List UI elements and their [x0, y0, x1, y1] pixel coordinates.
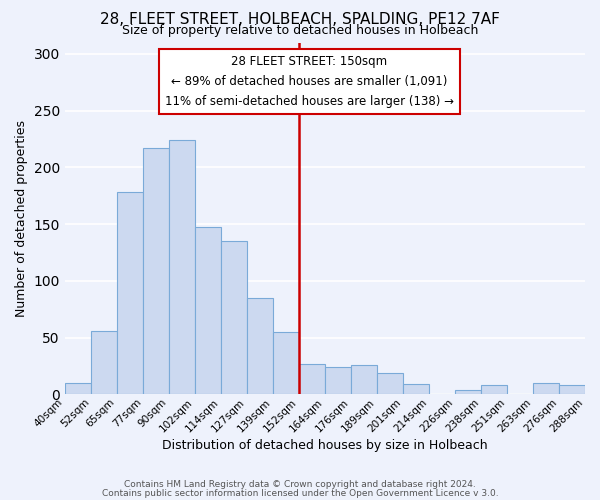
Bar	[169, 140, 195, 394]
Bar	[325, 367, 351, 394]
Text: 28 FLEET STREET: 150sqm
← 89% of detached houses are smaller (1,091)
11% of semi: 28 FLEET STREET: 150sqm ← 89% of detache…	[165, 55, 454, 108]
Bar	[65, 383, 91, 394]
Bar	[195, 228, 221, 394]
Bar	[403, 384, 429, 394]
Bar	[481, 385, 507, 394]
Text: Contains public sector information licensed under the Open Government Licence v : Contains public sector information licen…	[101, 488, 499, 498]
Bar	[221, 241, 247, 394]
X-axis label: Distribution of detached houses by size in Holbeach: Distribution of detached houses by size …	[162, 440, 488, 452]
Bar	[117, 192, 143, 394]
Bar	[559, 385, 585, 394]
Bar	[299, 364, 325, 394]
Text: Size of property relative to detached houses in Holbeach: Size of property relative to detached ho…	[122, 24, 478, 37]
Text: 28, FLEET STREET, HOLBEACH, SPALDING, PE12 7AF: 28, FLEET STREET, HOLBEACH, SPALDING, PE…	[100, 12, 500, 28]
Bar	[91, 331, 117, 394]
Bar	[273, 332, 299, 394]
Bar	[143, 148, 169, 394]
Bar	[351, 365, 377, 394]
Bar	[247, 298, 273, 394]
Y-axis label: Number of detached properties: Number of detached properties	[15, 120, 28, 317]
Text: Contains HM Land Registry data © Crown copyright and database right 2024.: Contains HM Land Registry data © Crown c…	[124, 480, 476, 489]
Bar	[533, 383, 559, 394]
Bar	[377, 372, 403, 394]
Bar	[455, 390, 481, 394]
